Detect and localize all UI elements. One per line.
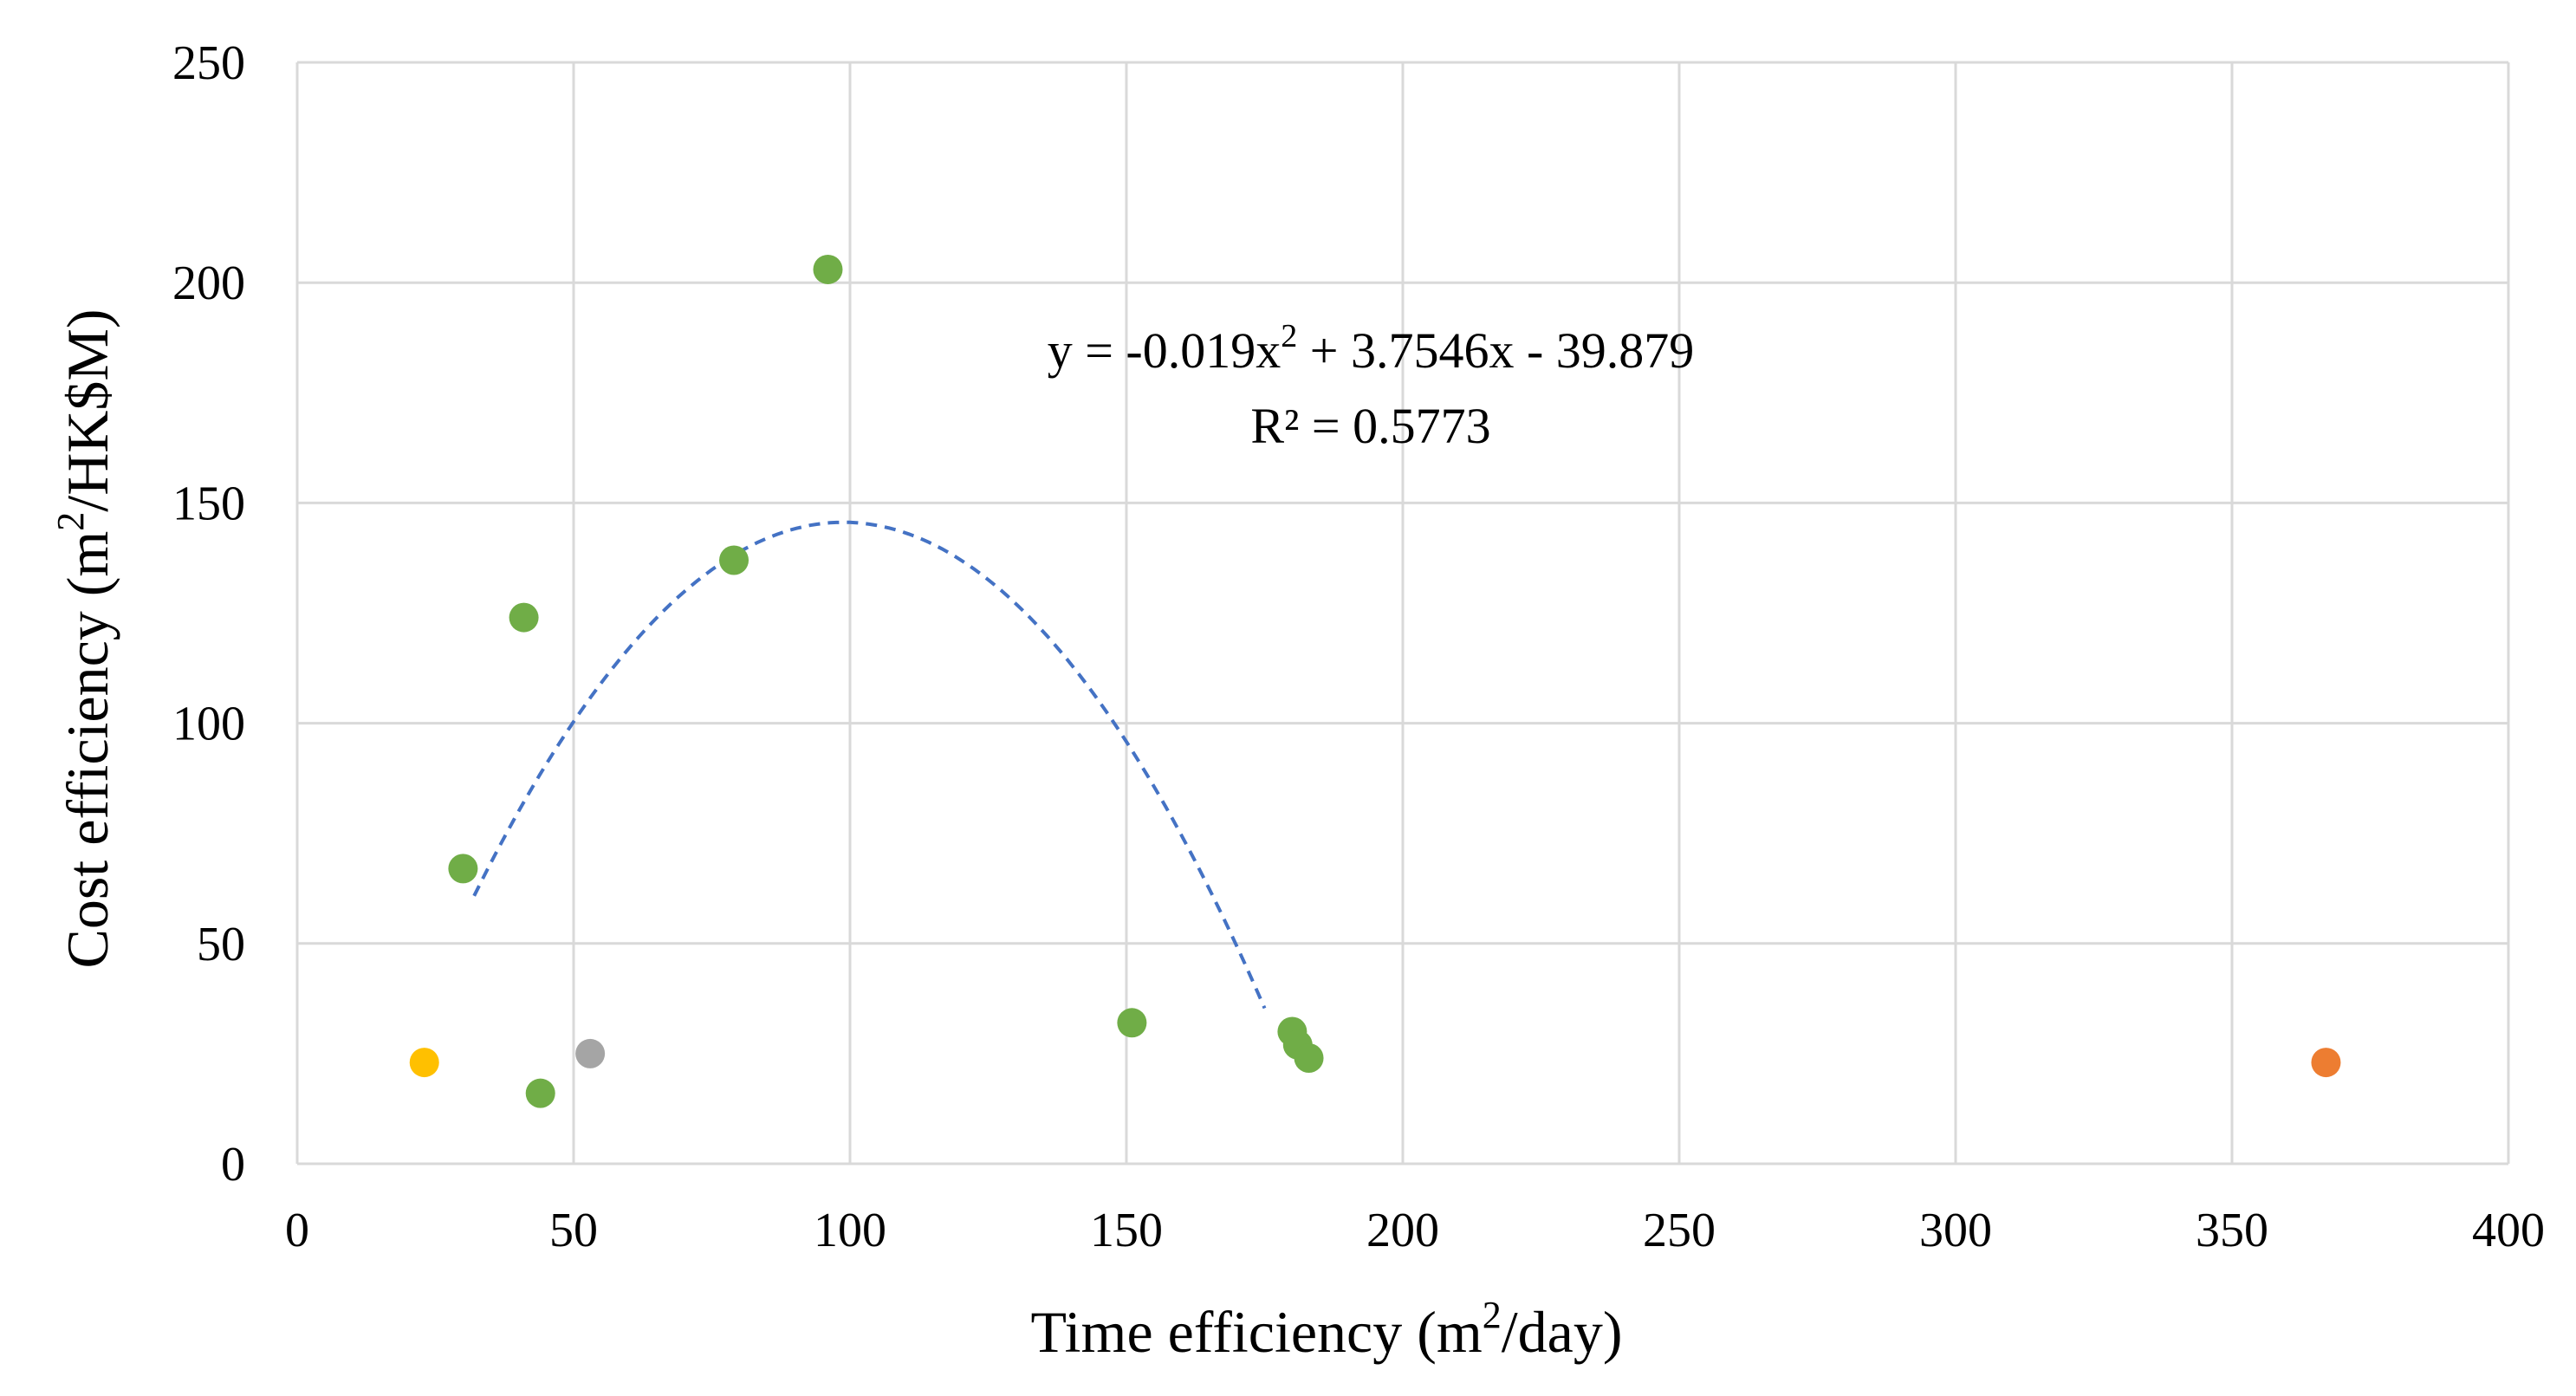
data-point-green bbox=[1117, 1008, 1147, 1038]
data-point-green bbox=[525, 1078, 555, 1108]
x-tick-label: 50 bbox=[549, 1204, 598, 1257]
y-axis-title: Cost efficiency (m2/HK$M) bbox=[49, 308, 120, 968]
y-tick-label: 250 bbox=[172, 36, 245, 90]
x-tick-label: 200 bbox=[1366, 1204, 1439, 1257]
x-tick-labels: 0 50 100 150 200 250 300 350 400 bbox=[285, 1204, 2545, 1257]
x-axis-title: Time efficiency (m2/day) bbox=[1031, 1294, 1623, 1365]
x-tick-label: 250 bbox=[1643, 1204, 1716, 1257]
data-point-orange bbox=[2311, 1048, 2341, 1078]
x-tick-label: 150 bbox=[1090, 1204, 1163, 1257]
data-point-green bbox=[448, 854, 478, 884]
x-tick-label: 300 bbox=[1919, 1204, 1992, 1257]
y-tick-label: 200 bbox=[172, 256, 245, 310]
gridlines bbox=[295, 61, 2510, 1165]
y-tick-label: 100 bbox=[172, 698, 245, 751]
data-point-gray bbox=[575, 1038, 606, 1068]
y-tick-label: 50 bbox=[197, 918, 245, 971]
trendline bbox=[472, 520, 1267, 1010]
data-point-green bbox=[509, 602, 539, 633]
data-point-yellow bbox=[409, 1048, 439, 1078]
data-points bbox=[409, 254, 2341, 1108]
x-tick-label: 400 bbox=[2472, 1204, 2545, 1257]
y-tick-label: 150 bbox=[172, 477, 245, 530]
data-point-green bbox=[719, 545, 749, 575]
data-point-green bbox=[813, 254, 843, 284]
y-tick-labels: 0 50 100 150 200 250 bbox=[172, 36, 245, 1191]
r-squared-label: R² = 0.5773 bbox=[1250, 398, 1490, 454]
x-tick-label: 0 bbox=[285, 1204, 309, 1257]
trendline-equation: y = -0.019x2 + 3.7546x - 39.879 bbox=[1048, 318, 1695, 379]
trendline-group bbox=[472, 520, 1267, 1010]
data-point-green bbox=[1294, 1042, 1324, 1073]
y-tick-label: 0 bbox=[221, 1138, 245, 1191]
x-tick-label: 350 bbox=[2196, 1204, 2268, 1257]
x-tick-label: 100 bbox=[814, 1204, 886, 1257]
